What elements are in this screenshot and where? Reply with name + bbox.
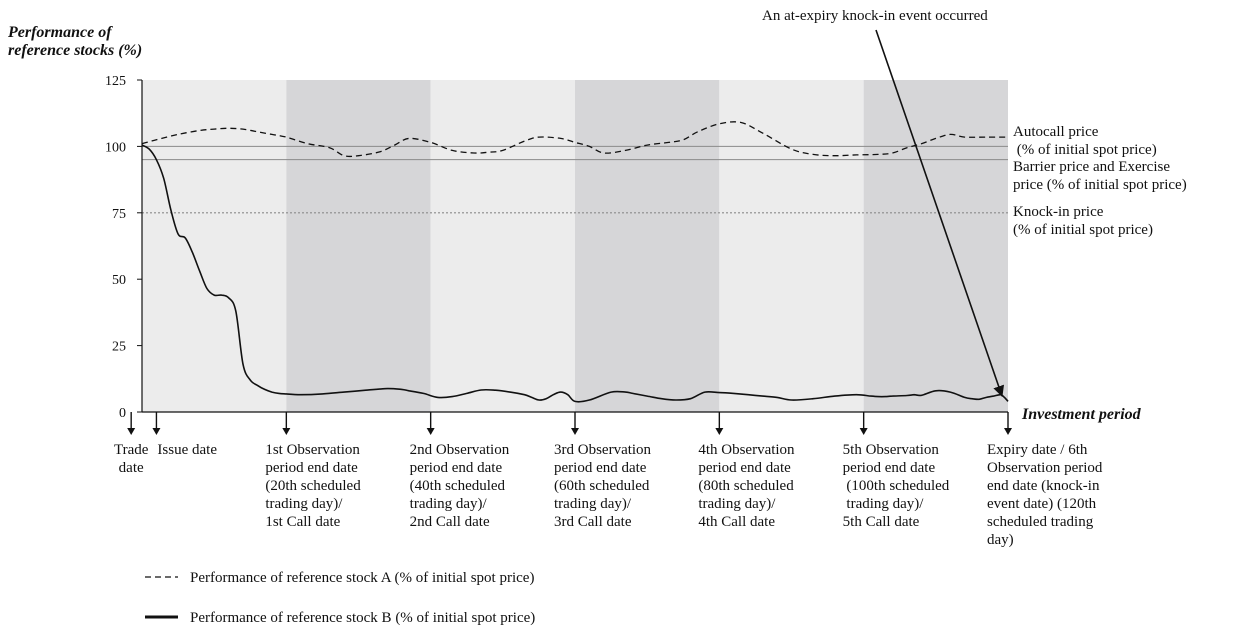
date-marker-label-6-line-2: period end date	[698, 460, 791, 476]
date-markers: Trade date Issue date 1st Observation period…	[114, 412, 1103, 548]
date-marker-label-5-line-1: 3rd Observation	[554, 442, 652, 458]
date-marker-label-1-line-1: Trade	[114, 442, 149, 458]
autocall-price-label: Autocall price (% of initial spot price)	[1013, 124, 1157, 158]
date-marker-label-8-line-4: event date) (120th	[987, 496, 1097, 512]
barrier-label-line-2: price (% of initial spot price)	[1013, 177, 1187, 193]
period-band-2	[286, 80, 431, 412]
y-axis-label: Performance of reference stocks (%)	[7, 24, 142, 59]
date-marker-label-5-line-5: 3rd Call date	[554, 514, 632, 530]
series-line-stock-a	[141, 121, 1008, 158]
knock-in-annotation-arrow	[875, 29, 1005, 398]
y-axis-label-line-1: Performance of	[7, 24, 113, 41]
date-marker-label-5: 3rd Observation period end date (60th sche…	[554, 442, 652, 530]
y-tick-label-25: 25	[112, 340, 126, 355]
date-marker-label-4-line-5: 2nd Call date	[410, 514, 490, 530]
date-marker-label-7: 5th Observation period end date (100th sc…	[843, 442, 950, 530]
date-marker-label-8: Expiry date / 6th Observation period end d…	[987, 442, 1103, 548]
date-marker-label-6: 4th Observation period end date (80th sche…	[698, 442, 795, 530]
date-marker-label-7-line-2: period end date	[843, 460, 936, 476]
period-band-5	[719, 80, 864, 412]
date-marker-label-7-line-5: 5th Call date	[843, 514, 920, 530]
date-marker-label-6-line-4: trading day)/	[698, 496, 776, 512]
date-marker-label-4: 2nd Observation period end date (40th sche…	[410, 442, 510, 530]
chart-labels: Performance of reference stocks (%) Inves…	[7, 8, 1142, 423]
y-tick-label-0: 0	[119, 406, 126, 421]
date-marker-label-5-line-2: period end date	[554, 460, 647, 476]
date-marker-label-4-line-4: trading day)/	[410, 496, 488, 512]
date-marker-label-1-line-2: date	[119, 460, 144, 476]
legend-label-1: Performance of reference stock A (% of i…	[190, 570, 534, 586]
date-marker-label-3: 1st Observation period end date (20th sche…	[265, 442, 361, 530]
date-marker-arrow-6	[715, 428, 724, 435]
knockin-label-line-1: Knock-in price	[1013, 204, 1104, 220]
y-tick-label-75: 75	[112, 207, 126, 222]
date-marker-arrow-1	[127, 428, 136, 435]
y-axis-label-line-2: reference stocks (%)	[8, 42, 142, 59]
date-marker-label-4-line-1: 2nd Observation	[410, 442, 510, 458]
date-marker-label-1: Trade date	[114, 442, 149, 476]
date-marker-label-2: Issue date	[157, 442, 217, 458]
series-line-stock-b	[141, 144, 1009, 403]
knockin-label-line-2: (% of initial spot price)	[1013, 222, 1153, 238]
date-marker-label-8-line-2: Observation period	[987, 460, 1103, 476]
date-marker-arrow-7	[859, 428, 868, 435]
date-marker-label-4-line-3: (40th scheduled	[410, 478, 506, 494]
date-marker-arrow-5	[571, 428, 579, 435]
observation-period-bands	[142, 80, 1008, 412]
period-band-6	[863, 80, 1008, 412]
date-marker-arrow-3	[282, 428, 291, 435]
knockin-price-label: Knock-in price (% of initial spot price)	[1013, 204, 1153, 238]
date-marker-arrow-4	[426, 428, 435, 435]
autocall-label-line-1: Autocall price	[1013, 124, 1099, 140]
date-marker-label-3-line-1: 1st Observation	[265, 442, 360, 458]
knock-in-annotation: An at-expiry knock-in event occurred	[762, 8, 988, 24]
date-marker-label-7-line-1: 5th Observation	[843, 442, 940, 458]
data-series	[141, 121, 1009, 403]
date-marker-arrow-8	[1004, 428, 1012, 435]
y-tick-label-50: 50	[112, 273, 126, 288]
date-marker-label-3-line-4: trading day)/	[265, 496, 343, 512]
legend-label-2: Performance of reference stock B (% of i…	[190, 610, 535, 626]
date-marker-label-8-line-3: end date (knock-in	[987, 478, 1100, 494]
date-marker-label-5-line-4: trading day)/	[554, 496, 632, 512]
y-tick-label-125: 125	[105, 74, 126, 89]
barrier-price-label: Barrier price and Exercise price (% of in…	[1013, 159, 1187, 193]
barrier-label-line-1: Barrier price and Exercise	[1013, 159, 1170, 175]
reference-price-lines: Autocall price (% of initial spot price)…	[142, 124, 1187, 238]
period-band-1	[142, 80, 287, 412]
date-marker-label-2-line-1: Issue date	[157, 442, 217, 458]
y-tick-label-100: 100	[105, 140, 126, 155]
date-marker-label-3-line-3: (20th scheduled	[265, 478, 361, 494]
date-marker-label-5-line-3: (60th scheduled	[554, 478, 650, 494]
date-marker-label-6-line-3: (80th scheduled	[698, 478, 794, 494]
period-band-3	[430, 80, 575, 412]
legend: Performance of reference stock A (% of i…	[145, 570, 535, 626]
date-marker-label-7-line-3: (100th scheduled	[843, 478, 950, 494]
date-marker-label-8-line-5: scheduled trading	[987, 514, 1094, 530]
date-marker-arrow-2	[152, 428, 161, 435]
date-marker-label-3-line-5: 1st Call date	[265, 514, 340, 530]
date-marker-label-6-line-5: 4th Call date	[698, 514, 775, 530]
date-marker-label-7-line-4: trading day)/	[843, 496, 925, 512]
autocall-label-line-2: (% of initial spot price)	[1013, 142, 1157, 158]
date-marker-label-4-line-2: period end date	[410, 460, 503, 476]
date-marker-label-6-line-1: 4th Observation	[698, 442, 795, 458]
period-band-4	[575, 80, 720, 412]
date-marker-label-3-line-2: period end date	[265, 460, 358, 476]
date-marker-label-8-line-6: day)	[987, 532, 1014, 548]
x-axis-label: Investment period	[1021, 406, 1142, 423]
date-marker-label-8-line-1: Expiry date / 6th	[987, 442, 1088, 458]
